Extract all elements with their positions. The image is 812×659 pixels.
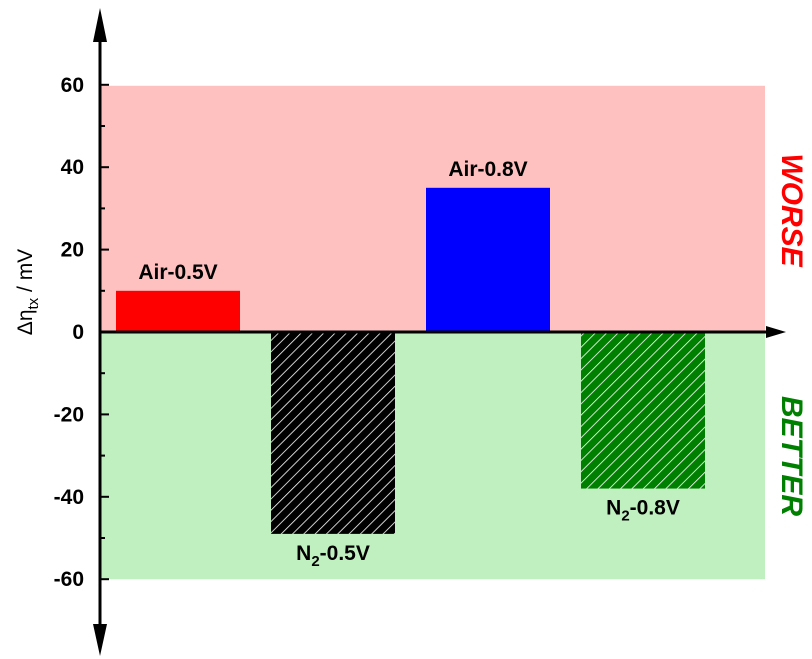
bar-label: Air-0.5V [138, 261, 217, 284]
y-tick-label: 40 [61, 156, 84, 179]
bar [581, 332, 705, 489]
y-tick-labels: 60 40 20 0 -20 -40 -60 [54, 74, 84, 591]
bar [426, 187, 550, 332]
x-axis-arrow-icon [766, 326, 786, 338]
y-tick-label: 60 [61, 74, 84, 97]
worse-region-label: WORSE [775, 153, 808, 267]
bars-group [116, 187, 705, 534]
y-axis-title: Δηtx / mV [14, 249, 42, 335]
y-tick-label: -60 [54, 568, 84, 591]
y-tick-label: 0 [72, 321, 84, 344]
y-ticks [100, 83, 109, 581]
y-tick-label: 20 [61, 239, 84, 262]
bar-labels: Air-0.5V N2-0.5V Air-0.8V N2-0.8V [138, 158, 680, 570]
better-region-label: BETTER [775, 396, 808, 516]
bar-label: N2-0.5V [296, 542, 370, 570]
y-tick-label: -20 [54, 403, 84, 426]
y-tick-label: -40 [54, 486, 84, 509]
bar [116, 290, 240, 332]
bar-label: N2-0.8V [606, 497, 680, 525]
bar [271, 332, 395, 534]
y-axis-down-arrow-icon [93, 624, 107, 656]
y-axis-up-arrow-icon [93, 8, 107, 42]
bar-label: Air-0.8V [448, 158, 527, 181]
